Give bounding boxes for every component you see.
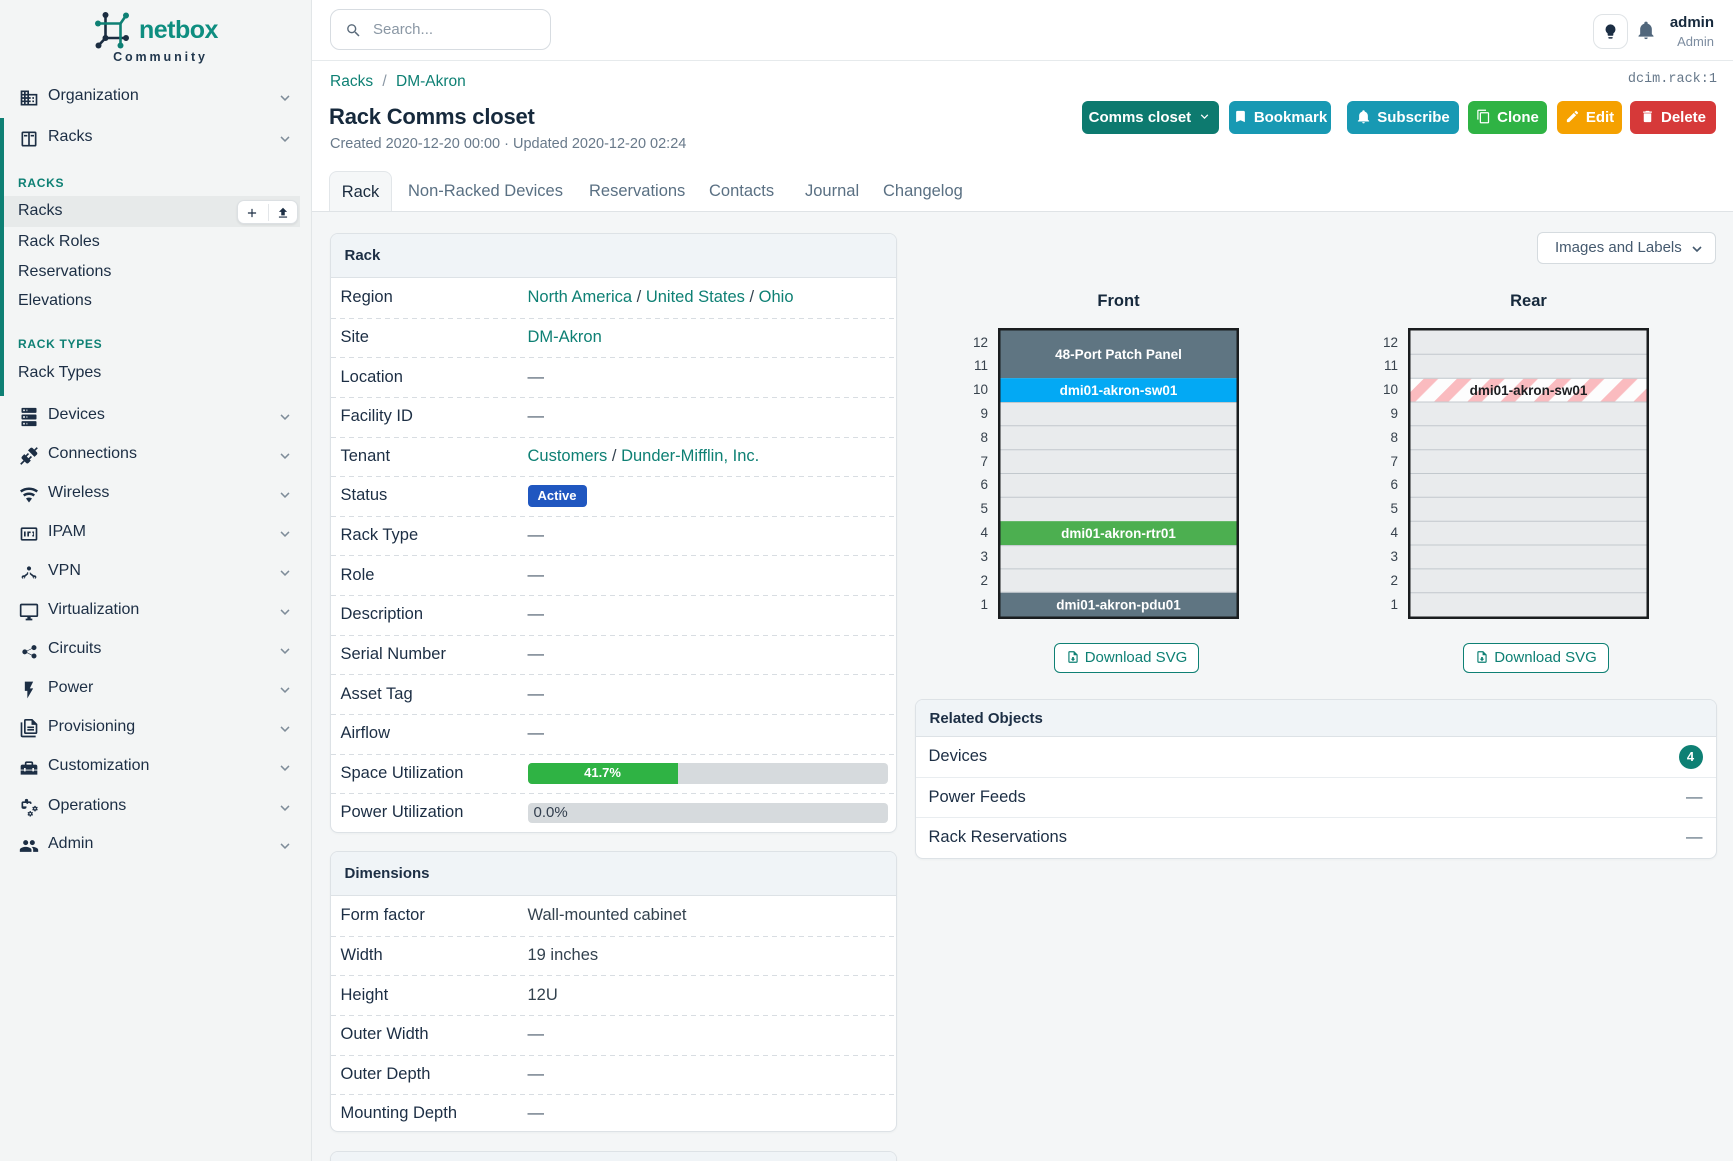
svg-text:48-Port Patch Panel: 48-Port Patch Panel bbox=[1055, 347, 1182, 362]
svg-text:dmi01-akron-pdu01: dmi01-akron-pdu01 bbox=[1056, 597, 1181, 612]
svg-text:dmi01-akron-rtr01: dmi01-akron-rtr01 bbox=[1061, 526, 1176, 541]
svg-text:dmi01-akron-sw01: dmi01-akron-sw01 bbox=[1470, 383, 1588, 398]
svg-text:dmi01-akron-sw01: dmi01-akron-sw01 bbox=[1060, 383, 1178, 398]
